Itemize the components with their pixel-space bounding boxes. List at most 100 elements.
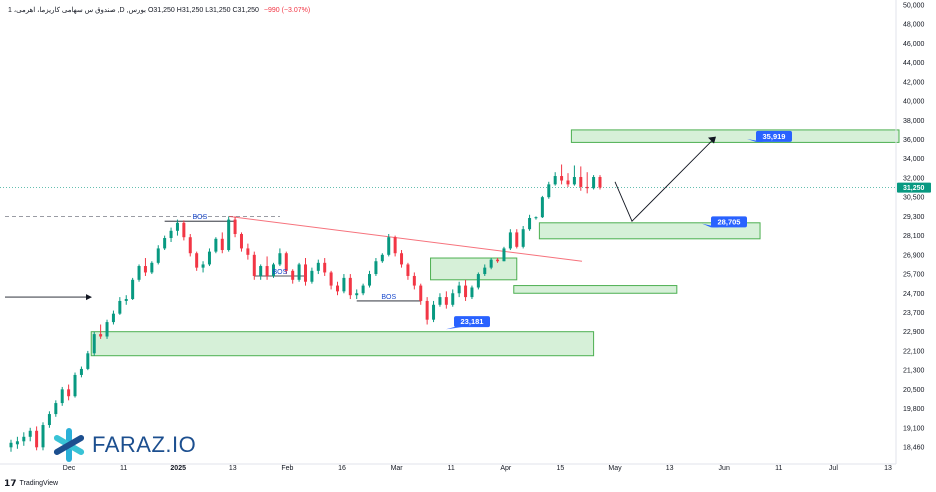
candle-body bbox=[41, 425, 45, 448]
price-tick-label: 18,460 bbox=[903, 445, 925, 452]
price-tick-label: 30,500 bbox=[903, 195, 925, 202]
faraz-logo: FARAZ.IO bbox=[52, 428, 196, 462]
price-tick-label: 29,300 bbox=[903, 214, 925, 221]
candle-body bbox=[86, 353, 90, 369]
candle-body bbox=[252, 254, 256, 276]
time-tick-label: Feb bbox=[281, 465, 293, 472]
candle-body bbox=[521, 229, 525, 247]
candle-body bbox=[9, 442, 13, 448]
price-tick-label: 32,000 bbox=[903, 175, 925, 182]
candle-body bbox=[124, 299, 128, 301]
price-tick-label: 48,000 bbox=[903, 22, 925, 29]
price-tick-label: 23,700 bbox=[903, 310, 925, 317]
candle-body bbox=[406, 264, 410, 276]
candle-body bbox=[323, 262, 327, 273]
projection-arrow-head bbox=[708, 136, 716, 144]
candle-body bbox=[534, 217, 538, 219]
zone-demand-mar bbox=[430, 257, 518, 281]
zone-demand-apr bbox=[513, 285, 678, 294]
candle-body bbox=[464, 285, 468, 298]
candle-body bbox=[271, 264, 275, 276]
candle-body bbox=[227, 219, 231, 251]
candle-body bbox=[297, 264, 301, 280]
ohlc-close: C31,250 bbox=[232, 7, 259, 14]
price-tick-label: 34,000 bbox=[903, 156, 925, 163]
price-callout-label: 23,181 bbox=[461, 317, 484, 326]
candle-body bbox=[348, 277, 352, 296]
price-callout-box bbox=[454, 316, 490, 328]
candle-body bbox=[374, 261, 378, 275]
candle-body bbox=[265, 266, 269, 276]
tradingview-label: TradingView bbox=[19, 480, 59, 487]
candle-body bbox=[28, 430, 32, 437]
price-tick-label: 38,000 bbox=[903, 118, 925, 125]
candle-body bbox=[131, 279, 135, 300]
candle-body bbox=[547, 184, 551, 198]
zone-upper-target bbox=[570, 129, 900, 143]
callout-pointer bbox=[446, 327, 462, 330]
candle-body bbox=[310, 270, 314, 282]
time-tick-label: 11 bbox=[120, 465, 127, 472]
candle-body bbox=[451, 293, 455, 305]
candle-body bbox=[432, 304, 436, 320]
price-tick-label: 36,000 bbox=[903, 137, 925, 144]
candle-body bbox=[476, 274, 480, 288]
price-tick-label: 24,700 bbox=[903, 291, 925, 298]
bos-label: BOS bbox=[272, 269, 287, 276]
candle-body bbox=[316, 262, 320, 271]
candle-body bbox=[143, 266, 147, 273]
time-axis[interactable]: Dec 11 2025 13 Feb 16 Mar 11 Apr 15 May 13 Jun 11 Jul 1… bbox=[0, 463, 896, 472]
price-tick-label: 26,900 bbox=[903, 252, 925, 259]
candle-body bbox=[99, 334, 103, 337]
labels-layer: 31,250 35,919 28,705 23,181 BOS BOS BOS bbox=[192, 130, 931, 330]
price-callout-box bbox=[711, 216, 747, 228]
time-tick-label: Mar bbox=[391, 465, 404, 472]
candle-body bbox=[67, 389, 71, 397]
candle-body bbox=[540, 197, 544, 218]
tradingview-watermark[interactable]: 𝟭𝟳 TradingView bbox=[4, 478, 58, 489]
candle-body bbox=[35, 430, 39, 448]
candle-body bbox=[304, 264, 307, 282]
candle-body bbox=[182, 222, 186, 238]
candle-body bbox=[54, 403, 58, 415]
time-tick-label: Apr bbox=[500, 465, 512, 472]
candle-body bbox=[496, 259, 500, 262]
candle-body bbox=[220, 238, 224, 251]
candle-body bbox=[380, 254, 384, 262]
price-axis[interactable]: 50,000 48,000 46,000 44,000 42,000 40,000 38,0… bbox=[895, 0, 925, 464]
candle-body bbox=[585, 186, 589, 189]
price-tick-label: 46,000 bbox=[903, 41, 925, 48]
time-tick-label: Jul bbox=[829, 465, 838, 472]
candle-body bbox=[175, 222, 179, 231]
asterisk-logo-icon bbox=[53, 428, 85, 462]
candle-body bbox=[15, 441, 19, 445]
candle-body bbox=[201, 264, 205, 268]
ohlc-high: H31,250 bbox=[176, 7, 204, 14]
candle-body bbox=[195, 253, 199, 268]
candle-body bbox=[355, 293, 359, 296]
candle-body bbox=[502, 248, 506, 262]
candle-body bbox=[73, 374, 77, 397]
price-callout-box bbox=[756, 130, 792, 142]
candle-body bbox=[163, 238, 167, 249]
candle-body bbox=[207, 251, 211, 265]
price-tick-label: 20,500 bbox=[903, 387, 925, 394]
price-callout-label: 28,705 bbox=[718, 217, 741, 226]
candle-body bbox=[592, 176, 596, 189]
candle-body bbox=[368, 274, 372, 286]
zone-mid-demand bbox=[538, 222, 761, 240]
ohlc-open: O31,250 bbox=[147, 7, 175, 14]
candle-body bbox=[361, 285, 365, 294]
brand-name: FARAZ.IO bbox=[92, 432, 197, 457]
price-callout-label: 35,919 bbox=[763, 132, 786, 141]
candle-body bbox=[239, 234, 243, 249]
candle-body bbox=[22, 436, 26, 442]
candle-body bbox=[489, 259, 493, 268]
candle-body bbox=[214, 238, 218, 252]
projection-path bbox=[614, 139, 714, 222]
time-tick-label: May bbox=[608, 465, 622, 472]
candle-body bbox=[169, 230, 173, 239]
candle-body bbox=[566, 180, 570, 185]
candle-body bbox=[246, 248, 250, 255]
